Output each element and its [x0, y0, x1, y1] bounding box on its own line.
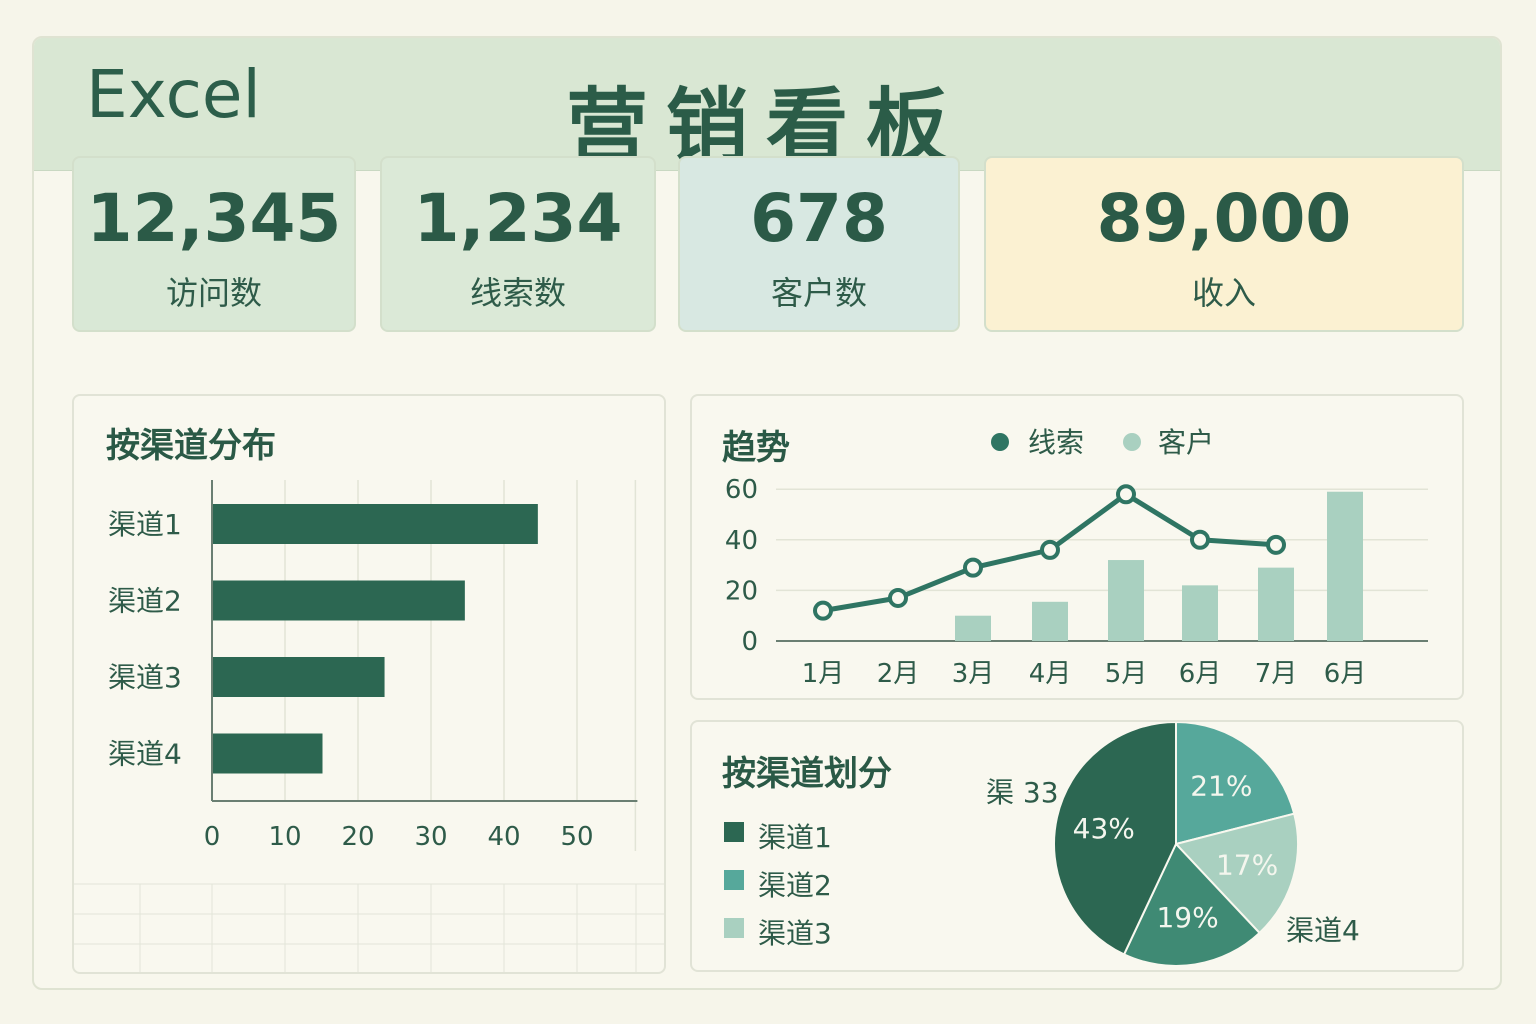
customer-bar	[1108, 560, 1144, 641]
pie-slice	[1175, 722, 1296, 846]
kpi-label: 访问数	[165, 274, 262, 312]
x-tick-label: 1月	[802, 659, 845, 689]
channel-bar-panel: 按渠道分布 0 10 20 30 40 50 渠道1 渠道2 渠道3 渠道4	[72, 394, 666, 974]
bar	[213, 580, 465, 621]
kpi-card-customers[interactable]: 678 客户数	[678, 156, 960, 332]
x-tick-label: 40	[487, 822, 520, 852]
kpi-card-visits[interactable]: 12,345 访问数	[72, 156, 356, 332]
bar	[213, 504, 538, 544]
x-tick-label: 6月	[1324, 659, 1367, 689]
x-tick-label: 0	[204, 822, 221, 852]
pie-slice-label: 21%	[1190, 770, 1252, 803]
x-tick-label: 20	[341, 822, 374, 852]
leads-point	[1266, 534, 1286, 555]
x-tick-label: 10	[268, 822, 301, 852]
kpi-value: 89,000	[1096, 180, 1352, 257]
customer-bar	[955, 615, 991, 641]
legend-swatch-3	[724, 918, 744, 938]
kpi-value: 1,234	[413, 180, 623, 257]
legend-swatch-2	[724, 870, 744, 890]
pie-slice-label: 19%	[1156, 901, 1218, 934]
kpi-label: 客户数	[770, 274, 867, 312]
x-tick-label: 50	[560, 822, 593, 852]
legend-label-1: 渠道1	[758, 821, 832, 854]
customer-bar	[1258, 567, 1294, 641]
panel-title: 趋势	[722, 428, 790, 468]
category-label: 渠道2	[108, 585, 182, 618]
leads-point	[888, 587, 908, 608]
x-tick-label: 30	[414, 822, 447, 852]
customer-bar	[1327, 491, 1363, 641]
legend-label-leads: 线索	[1028, 426, 1084, 459]
y-tick-label: 40	[725, 526, 758, 556]
x-tick-label: 3月	[952, 659, 995, 689]
customer-bar	[1032, 601, 1068, 641]
pie-slice	[1053, 722, 1177, 956]
legend-label-2: 渠道2	[758, 869, 832, 902]
pie-chart: 21% 17% 19% 43% 渠 33 渠道4	[986, 722, 1360, 967]
pie-outer-label: 渠道4	[1286, 914, 1360, 947]
leads-point	[1190, 529, 1210, 550]
dashboard-header: Excel 营销看板	[34, 38, 1500, 175]
x-tick-label: 2月	[877, 659, 920, 689]
leads-point	[1040, 539, 1060, 560]
x-tick-label: 7月	[1255, 659, 1298, 689]
pie-slice	[1122, 842, 1261, 967]
pie-slice	[1174, 812, 1299, 935]
x-tick-label: 4月	[1029, 659, 1072, 689]
trend-panel: 趋势 0 20 40 60 1月 2月 3月 4月 5月 6月 7月 6月 线索 客户	[690, 394, 1464, 700]
kpi-value: 678	[750, 180, 888, 257]
kpi-card-leads[interactable]: 1,234 线索数	[380, 156, 656, 332]
legend-marker-leads	[991, 433, 1009, 451]
legend-swatch-1	[724, 822, 744, 842]
y-tick-label: 20	[725, 576, 758, 606]
kpi-label: 收入	[1191, 274, 1256, 312]
pie-panel: 按渠道划分 渠道1 渠道2 渠道3 21% 17% 19% 43% 渠 33 渠道4	[690, 720, 1464, 972]
y-tick-label: 0	[741, 627, 758, 657]
panel-title: 按渠道划分	[722, 754, 892, 794]
pie-slice-label: 43%	[1073, 812, 1135, 845]
kpi-label: 线索数	[469, 274, 566, 312]
app-title: Excel	[86, 56, 261, 133]
bar	[213, 657, 385, 697]
legend-label-customers: 客户	[1158, 426, 1214, 459]
kpi-card-revenue[interactable]: 89,000 收入	[984, 156, 1464, 332]
pie-outer-label: 渠 33	[986, 776, 1059, 809]
customer-bar	[1182, 585, 1218, 641]
panel-title: 按渠道分布	[106, 426, 276, 466]
bar-chart: 0 10 20 30 40 50 渠道1 渠道2 渠道3 渠道4	[74, 480, 664, 972]
category-label: 渠道4	[108, 738, 182, 771]
category-label: 渠道1	[108, 508, 182, 541]
x-tick-label: 6月	[1179, 659, 1222, 689]
leads-point	[1116, 484, 1136, 505]
trend-chart: 0 20 40 60 1月 2月 3月 4月 5月 6月 7月 6月 线索 客户	[725, 426, 1428, 689]
legend-label-3: 渠道3	[758, 917, 832, 950]
pie-slice-label: 17%	[1216, 849, 1278, 882]
kpi-value: 12,345	[86, 180, 342, 257]
leads-point	[963, 557, 983, 578]
legend-marker-customers	[1123, 433, 1141, 451]
category-label: 渠道3	[108, 661, 182, 694]
y-tick-label: 60	[725, 475, 758, 505]
leads-point	[813, 600, 833, 621]
x-tick-label: 5月	[1105, 659, 1148, 689]
bar	[213, 733, 323, 774]
